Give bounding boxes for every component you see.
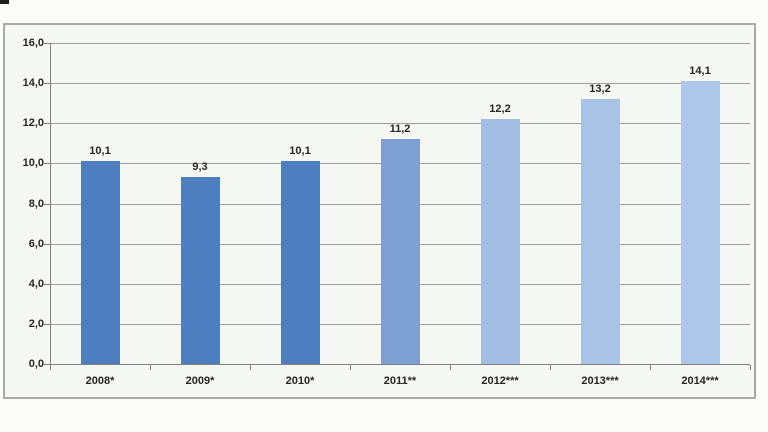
y-axis-tick-label: 2,0	[28, 318, 44, 330]
y-axis-line	[50, 43, 51, 364]
bar-2009*	[180, 177, 220, 364]
x-axis-line	[50, 364, 750, 365]
gridline	[50, 43, 750, 44]
y-axis-tick	[44, 123, 50, 124]
y-axis-tick	[44, 284, 50, 285]
x-axis-tick	[450, 365, 451, 370]
y-axis-tick	[44, 204, 50, 205]
x-axis-category-label: 2010*	[285, 375, 315, 387]
y-axis-tick	[44, 364, 50, 365]
bar-value-label: 14,1	[689, 65, 711, 78]
x-axis-category-label: 2014***	[681, 375, 719, 387]
x-axis-category-label: 2013***	[581, 375, 619, 387]
bar-2011**	[380, 139, 420, 364]
gridline	[50, 123, 750, 124]
x-axis-category-label: 2008*	[85, 375, 115, 387]
y-axis-tick	[44, 83, 50, 84]
gridline	[50, 83, 750, 84]
x-axis-tick	[150, 365, 151, 370]
y-axis-tick-label: 0,0	[28, 358, 44, 370]
bar-value-label: 10,1	[289, 145, 311, 158]
bar-2008*	[80, 161, 120, 364]
y-axis-tick	[44, 43, 50, 44]
plot-area: 0,0 2,0 4,0 6,0 8,0 10,0 12,0 14,0 16,0 10,1 2008*…	[5, 25, 754, 397]
y-axis-tick-label: 8,0	[28, 198, 44, 210]
y-axis-tick-label: 14,0	[22, 77, 44, 89]
bar-value-label: 9,3	[192, 161, 208, 174]
corner-artifact	[0, 0, 9, 4]
x-axis-category-label: 2009*	[185, 375, 215, 387]
y-axis-tick	[44, 163, 50, 164]
y-axis-tick-label: 10,0	[22, 157, 44, 169]
x-axis-category-label: 2012***	[481, 375, 519, 387]
bar-value-label: 12,2	[489, 103, 511, 116]
x-axis-tick	[50, 365, 51, 370]
bar-2012***	[480, 119, 520, 364]
chart-frame: 0,0 2,0 4,0 6,0 8,0 10,0 12,0 14,0 16,0 10,1 2008*…	[3, 23, 756, 399]
bar-value-label: 11,2	[389, 123, 411, 136]
bar-2010*	[280, 161, 320, 364]
bar-value-label: 10,1	[89, 145, 111, 158]
y-axis-tick-label: 16,0	[22, 37, 44, 49]
x-axis-tick	[650, 365, 651, 370]
y-axis-tick-label: 12,0	[22, 117, 44, 129]
bar-2013***	[580, 99, 620, 364]
x-axis-tick	[550, 365, 551, 370]
y-axis-tick-label: 6,0	[28, 238, 44, 250]
y-axis-tick	[44, 324, 50, 325]
x-axis-category-label: 2011**	[383, 375, 417, 387]
y-axis-tick-label: 4,0	[28, 278, 44, 290]
bar-value-label: 13,2	[589, 83, 611, 96]
y-axis-tick	[44, 244, 50, 245]
x-axis-tick	[250, 365, 251, 370]
x-axis-tick	[350, 365, 351, 370]
bar-2014***	[680, 81, 720, 364]
x-axis-tick	[750, 365, 751, 370]
